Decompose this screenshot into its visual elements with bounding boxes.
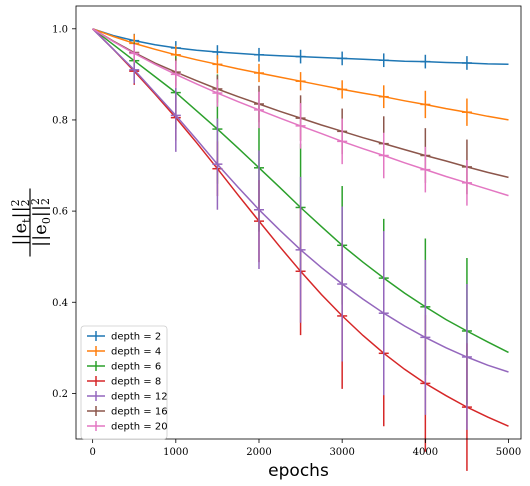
legend-entry: depth = 6 [87,361,161,373]
series-2 [92,28,509,126]
y-label-denominator: ||e0||22 [29,198,53,247]
x-tick-label: 4000 [413,447,438,458]
legend-label: depth = 12 [111,392,168,403]
x-tick-label: 1000 [163,447,188,458]
series-line [92,28,509,197]
legend-entry: depth = 8 [87,376,161,388]
legend-label: depth = 8 [111,377,161,388]
series-layer [92,28,509,471]
legend-entry: depth = 20 [87,421,168,433]
series-line [92,28,509,121]
y-axis-label: ||et||22 ||e0||22 [9,188,53,257]
legend-entry: depth = 16 [87,406,168,418]
x-tick-label: 2000 [246,447,271,458]
x-axis-label: epochs [268,461,329,481]
series-1 [92,28,509,70]
legend-label: depth = 16 [111,407,168,418]
legend-label: depth = 4 [111,347,161,358]
legend: depth = 2 depth = 4 depth = 6 depth = 8 dept… [80,325,168,440]
series-line [92,28,509,373]
y-label-numerator: ||et||22 [9,199,33,245]
legend-entry: depth = 2 [87,331,161,343]
y-tick-label: 0.8 [52,115,68,126]
x-tick-label: 0 [89,447,95,458]
series-7 [92,28,509,206]
x-tick-label: 5000 [496,447,521,458]
legend-label: depth = 6 [111,362,161,373]
y-tick-label: 0.4 [52,298,68,309]
series-5 [92,28,509,430]
y-tick-label: 0.6 [52,207,68,218]
series-line [92,28,509,66]
y-axis: 0.2 0.4 0.6 0.8 1.0 [52,24,76,400]
x-axis: 0 1000 2000 3000 4000 5000 [89,439,521,458]
legend-entry: depth = 12 [87,391,168,403]
legend-label: depth = 20 [111,422,168,433]
legend-label: depth = 2 [111,332,161,343]
y-tick-label: 0.2 [52,389,68,400]
x-tick-label: 3000 [329,447,354,458]
legend-entry: depth = 4 [87,346,161,358]
y-tick-label: 1.0 [52,24,68,35]
plot-frame [75,5,522,440]
